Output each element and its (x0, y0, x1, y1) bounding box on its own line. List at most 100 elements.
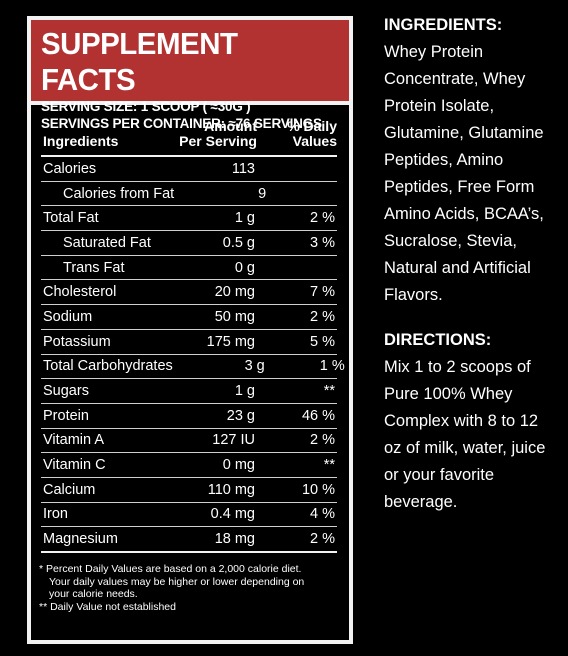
row-name: Total Fat (43, 210, 99, 227)
nutrition-table: Ingredients Amount Per Serving % Daily V… (31, 105, 349, 554)
row-amount: 9 (258, 185, 267, 202)
ingredients-line: Peptides, Amino (384, 151, 504, 169)
table-row: Trans Fat 0 g (41, 256, 337, 281)
row-amount: 50 mg (214, 308, 255, 325)
row-dv: 1 % (319, 358, 345, 375)
ingredients-line: Flavors. (384, 286, 443, 304)
directions-line: Mix 1 to 2 scoops of (384, 358, 531, 376)
row-amount: 3 g (244, 358, 265, 375)
ingredients-line: Natural and Artificial (384, 259, 531, 277)
row-name: Sodium (43, 308, 93, 325)
supplement-facts-panel: SUPPLEMENT FACTS SERVING SIZE: 1 SCOOP (… (27, 16, 353, 644)
footnote-line: ** Daily Value not established (39, 600, 176, 613)
row-dv: 10 % (301, 481, 335, 498)
directions-line: Complex with 8 to 12 (384, 412, 539, 430)
table-row: Potassium 175 mg 5 % (41, 330, 337, 355)
row-amount: 20 mg (214, 284, 255, 301)
servings-per-container: SERVINGS PER CONTAINER: ≈76 SERVINGS (41, 116, 322, 131)
directions-heading: DIRECTIONS: (384, 331, 492, 349)
table-row: Iron 0.4 mg 4 % (41, 503, 337, 528)
row-name: Calories from Fat (63, 185, 175, 202)
row-dv: ** (323, 383, 335, 400)
directions-block: DIRECTIONS: Mix 1 to 2 scoops of Pure 10… (384, 327, 564, 516)
facts-header: SUPPLEMENT FACTS SERVING SIZE: 1 SCOOP (… (31, 20, 349, 131)
row-amount: 127 IU (212, 432, 255, 449)
table-row: Calories 113 (41, 157, 337, 182)
row-amount: 18 mg (214, 531, 255, 548)
table-row: Sugars 1 g ** (41, 379, 337, 404)
col-amount: Amount Per Serving (163, 119, 257, 149)
table-row: Vitamin C 0 mg ** (41, 453, 337, 478)
table-header: Ingredients Amount Per Serving % Daily V… (41, 119, 337, 157)
ingredients-line: Sucralose, Stevia, (384, 232, 517, 250)
table-row: Magnesium 18 mg 2 % (41, 527, 337, 554)
row-amount: 175 mg (206, 333, 255, 350)
table-row: Total Carbohydrates 3 g 1 % (41, 355, 345, 380)
table-row: Calories from Fat 9 (41, 182, 337, 207)
directions-line: or your favorite (384, 466, 495, 484)
row-name: Iron (43, 506, 68, 523)
table-row: Calcium 110 mg 10 % (41, 478, 337, 503)
row-amount: 1 g (234, 210, 255, 227)
directions-line: Pure 100% Whey (384, 385, 513, 403)
ingredients-heading: INGREDIENTS: (384, 16, 503, 34)
ingredients-block: INGREDIENTS: Whey Protein Concentrate, W… (384, 12, 564, 309)
directions-line: oz of milk, water, juice (384, 439, 546, 457)
row-amount: 0 mg (222, 457, 255, 474)
ingredients-line: Concentrate, Whey (384, 70, 526, 88)
footnote-line: Your daily values may be higher or lower… (49, 575, 305, 588)
row-name: Protein (43, 407, 89, 424)
ingredients-line: Glutamine, Glutamine (384, 124, 544, 142)
facts-title: SUPPLEMENT FACTS (41, 26, 238, 97)
row-name: Vitamin C (43, 457, 106, 474)
row-name: Potassium (43, 333, 111, 350)
table-row: Protein 23 g 46 % (41, 404, 337, 429)
side-text: INGREDIENTS: Whey Protein Concentrate, W… (384, 12, 564, 516)
directions-line: beverage. (384, 493, 458, 511)
row-dv: ** (323, 457, 335, 474)
col-amount-line2: Per Serving (179, 133, 257, 149)
row-amount: 113 (231, 160, 255, 177)
table-row: Vitamin A 127 IU 2 % (41, 429, 337, 454)
row-amount: 0.5 g (222, 234, 255, 251)
row-name: Saturated Fat (63, 234, 151, 251)
row-dv: 5 % (310, 333, 335, 350)
row-dv: 2 % (310, 432, 335, 449)
serving-size: SERVING SIZE: 1 SCOOP ( ≈30G ) (41, 99, 251, 114)
footnote-line: your calorie needs. (49, 588, 138, 601)
row-amount: 0.4 mg (210, 506, 255, 523)
footnotes: * Percent Daily Values are based on a 2,… (31, 553, 349, 613)
row-name: Magnesium (43, 531, 118, 548)
row-amount: 110 mg (207, 481, 255, 498)
row-dv: 2 % (310, 308, 335, 325)
row-amount: 23 g (226, 407, 255, 424)
col-daily-value: % Daily Values (257, 119, 337, 149)
col-ingredients: Ingredients (43, 133, 119, 149)
row-name: Cholesterol (43, 284, 117, 301)
footnote-line: * Percent Daily Values are based on a 2,… (39, 563, 302, 576)
row-name: Calories (43, 160, 97, 177)
ingredients-line: Protein Isolate, (384, 97, 495, 115)
table-row: Saturated Fat 0.5 g 3 % (41, 231, 337, 256)
table-row: Total Fat 1 g 2 % (41, 206, 337, 232)
ingredients-line: Peptides, Free Form (384, 178, 535, 196)
col-amount-line1: Amount (204, 118, 257, 134)
table-row: Sodium 50 mg 2 % (41, 305, 337, 330)
col-daily-line2: Values (292, 133, 337, 149)
row-dv: 2 % (310, 531, 335, 548)
row-name: Trans Fat (63, 259, 125, 276)
row-dv: 46 % (301, 407, 335, 424)
row-name: Total Carbohydrates (43, 358, 173, 375)
col-daily-line1: % Daily (287, 118, 337, 134)
ingredients-line: Amino Acids, BCAA’s, (384, 205, 544, 223)
table-row: Cholesterol 20 mg 7 % (41, 280, 337, 306)
row-name: Calcium (43, 481, 96, 498)
row-name: Vitamin A (43, 432, 104, 449)
row-amount: 1 g (234, 383, 255, 400)
row-dv: 2 % (310, 210, 335, 227)
row-dv: 3 % (310, 234, 335, 251)
row-dv: 4 % (310, 506, 335, 523)
row-name: Sugars (43, 383, 89, 400)
row-dv: 7 % (310, 284, 335, 301)
row-amount: 0 g (234, 259, 255, 276)
